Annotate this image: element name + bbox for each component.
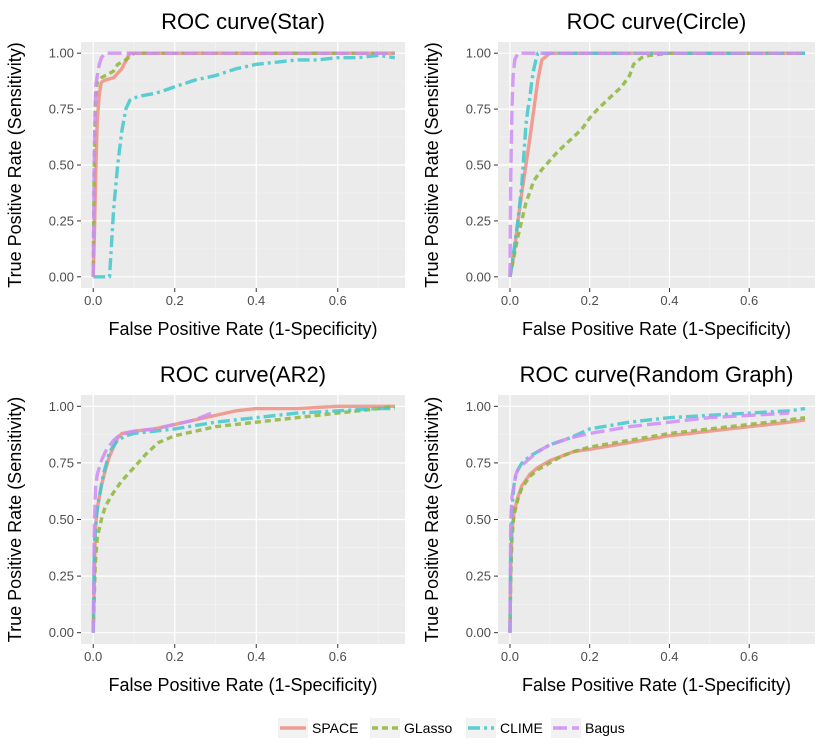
panel-ar2: 0.0 0.2 0.4 0.6 0.00 0.25 0.50 0.75 1.00 ROC curv… [5, 362, 405, 695]
x-tick-label: 0.4 [660, 293, 678, 308]
x-tick-label: 0.2 [166, 649, 184, 664]
panel-title: ROC curve(AR2) [160, 362, 326, 387]
y-tick-label: 0.50 [49, 158, 74, 173]
roc-line-bagus [508, 51, 806, 277]
legend-item-glasso: GLasso [370, 718, 452, 738]
x-axis-label: False Positive Rate (1-Specificity) [108, 675, 377, 695]
y-tick-label: 1.00 [466, 399, 491, 414]
y-tick-label: 0.75 [466, 102, 491, 117]
y-tick-label: 0.25 [49, 213, 74, 228]
x-tick-label: 0.0 [84, 293, 102, 308]
legend-item-space: SPACE [278, 718, 358, 738]
x-tick-label: 0.6 [329, 293, 347, 308]
roc-line-clime [91, 406, 395, 633]
panel-title: ROC curve(Star) [161, 9, 325, 34]
y-tick-label: 0.75 [466, 455, 491, 470]
roc-curves [508, 406, 806, 633]
roc-line-glasso [508, 415, 806, 633]
legend-label: Bagus [585, 720, 625, 736]
y-tick-label: 0.75 [49, 102, 74, 117]
y-tick-label: 0.75 [49, 455, 74, 470]
y-tick-label: 0.00 [466, 625, 491, 640]
y-axis-label: True Positive Rate (Sensitivity) [422, 397, 442, 642]
y-tick-label: 1.00 [466, 46, 491, 61]
x-tick-label: 0.0 [501, 293, 519, 308]
x-tick-label: 0.6 [740, 649, 758, 664]
roc-curves [91, 404, 396, 633]
panel-title: ROC curve(Random Graph) [520, 362, 794, 387]
x-tick-label: 0.0 [84, 649, 102, 664]
roc-curves [91, 51, 396, 279]
panel-title: ROC curve(Circle) [567, 9, 747, 34]
roc-line-glasso [91, 404, 396, 633]
y-tick-label: 0.00 [49, 269, 74, 284]
y-tick-label: 0.50 [466, 158, 491, 173]
x-tick-label: 0.2 [166, 293, 184, 308]
y-tick-label: 0.50 [466, 512, 491, 527]
y-tick-label: 1.00 [49, 46, 74, 61]
y-tick-label: 0.00 [49, 625, 74, 640]
y-tick-label: 0.50 [49, 512, 74, 527]
y-axis-label: True Positive Rate (Sensitivity) [5, 397, 25, 642]
legend-label: GLasso [404, 720, 452, 736]
x-tick-label: 0.6 [329, 649, 347, 664]
roc-line-bagus [508, 411, 790, 633]
panel-star: 0.0 0.2 0.4 0.6 0.00 0.25 0.50 0.75 1.00 ROC curv… [5, 9, 405, 339]
x-tick-label: 0.4 [247, 649, 265, 664]
y-tick-label: 0.25 [466, 213, 491, 228]
x-axis-label: False Positive Rate (1-Specificity) [108, 319, 377, 339]
x-tick-label: 0.0 [501, 649, 519, 664]
y-tick-label: 0.25 [49, 569, 74, 584]
legend-label: CLIME [500, 720, 543, 736]
y-tick-label: 0.25 [466, 569, 491, 584]
y-tick-label: 0.00 [466, 269, 491, 284]
y-axis-label: True Positive Rate (Sensitivity) [422, 42, 442, 287]
x-axis-label: False Positive Rate (1-Specificity) [522, 675, 791, 695]
y-axis-label: True Positive Rate (Sensitivity) [5, 42, 25, 287]
x-tick-label: 0.4 [247, 293, 265, 308]
roc-line-bagus [91, 51, 395, 277]
x-tick-label: 0.2 [581, 293, 599, 308]
roc-line-clime [508, 51, 806, 278]
x-tick-label: 0.2 [581, 649, 599, 664]
legend-label: SPACE [312, 720, 358, 736]
x-tick-label: 0.4 [660, 649, 678, 664]
roc-curves [508, 51, 806, 278]
panel-circle: 0.0 0.2 0.4 0.6 0.00 0.25 0.50 0.75 1.00 ROC curv… [422, 9, 815, 339]
x-axis-label: False Positive Rate (1-Specificity) [522, 319, 791, 339]
legend-key-background [466, 718, 496, 738]
legend: SPACE GLasso CLIME Bagus [278, 718, 625, 738]
roc-line-bagus [91, 411, 213, 633]
legend-item-clime: CLIME [466, 718, 543, 738]
panel-random-graph: 0.0 0.2 0.4 0.6 0.00 0.25 0.50 0.75 1.00 ROC curv… [422, 362, 815, 695]
legend-item-bagus: Bagus [551, 718, 625, 738]
y-tick-label: 1.00 [49, 399, 74, 414]
x-tick-label: 0.6 [740, 293, 758, 308]
